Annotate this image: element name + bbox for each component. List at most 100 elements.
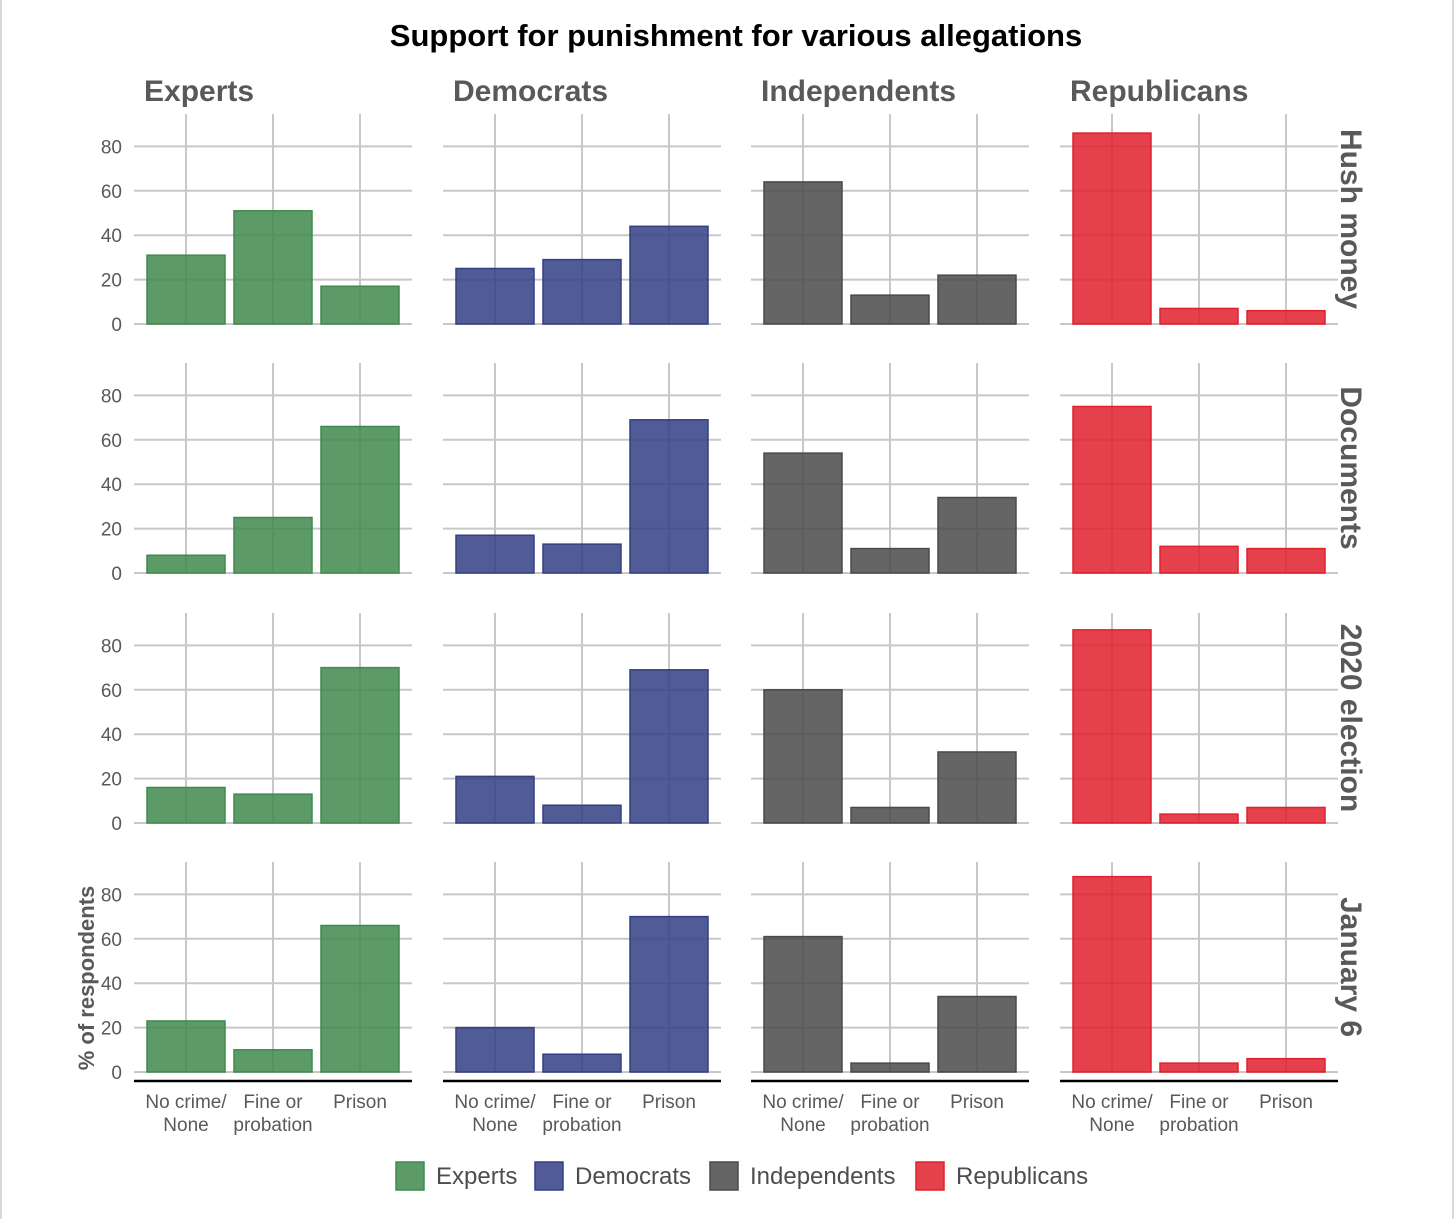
legend-item-democrats: Democrats (534, 1161, 691, 1191)
bar-independents-documents-prison (937, 496, 1017, 574)
bar-democrats-2020-election-fine-or-probation (542, 804, 622, 824)
bar-independents-hush-money-no-crime-none (763, 181, 843, 325)
legend-label: Democrats (575, 1163, 691, 1190)
legend-label: Independents (750, 1163, 895, 1190)
bar-experts-january-6-prison (320, 924, 400, 1073)
column-header-republicans: Republicans (1070, 75, 1248, 108)
bar-experts-hush-money-prison (320, 285, 400, 325)
bar-experts-2020-election-fine-or-probation (233, 793, 313, 824)
bar-experts-documents-no-crime-none (146, 554, 226, 574)
legend-label: Experts (436, 1163, 517, 1190)
panel-democrats-2020-election (443, 613, 721, 824)
y-tick-label: 40 (101, 226, 122, 247)
bar-experts-hush-money-no-crime-none (146, 254, 226, 325)
bar-independents-2020-election-fine-or-probation (850, 806, 930, 824)
bar-experts-hush-money-fine-or-probation (233, 210, 313, 325)
bar-republicans-january-6-prison (1246, 1057, 1326, 1073)
y-tick-label: 0 (111, 814, 122, 835)
panel-independents-2020-election (751, 613, 1029, 824)
bar-republicans-january-6-fine-or-probation (1159, 1062, 1239, 1073)
x-tick-label: Fine or probation (233, 1092, 312, 1136)
bar-democrats-hush-money-prison (629, 225, 709, 325)
x-tick-label: Prison (950, 1092, 1004, 1113)
bar-experts-january-6-fine-or-probation (233, 1049, 313, 1073)
panel-experts-2020-election: 0 20 40 60 80 (101, 613, 412, 835)
legend-label: Republicans (956, 1163, 1088, 1190)
bar-democrats-2020-election-no-crime-none (455, 775, 535, 824)
legend-item-republicans: Republicans (915, 1161, 1088, 1191)
panel-republicans-2020-election (1060, 613, 1338, 824)
x-tick-label: Prison (1259, 1092, 1313, 1113)
y-tick-label: 40 (101, 974, 122, 995)
column-header-independents: Independents (761, 75, 956, 108)
bar-democrats-january-6-fine-or-probation (542, 1053, 622, 1073)
row-header-2020-election: 2020 election (1334, 624, 1367, 812)
row-header-documents: Documents (1334, 386, 1367, 549)
panel-independents-hush-money (751, 114, 1029, 325)
bar-independents-2020-election-no-crime-none (763, 689, 843, 824)
bar-democrats-documents-no-crime-none (455, 534, 535, 574)
y-tick-label: 20 (101, 1019, 122, 1040)
bar-republicans-january-6-no-crime-none (1072, 875, 1152, 1073)
bar-independents-hush-money-fine-or-probation (850, 294, 930, 325)
bar-republicans-hush-money-no-crime-none (1072, 132, 1152, 325)
bar-experts-2020-election-prison (320, 666, 400, 824)
bar-democrats-january-6-no-crime-none (455, 1026, 535, 1073)
y-tick-label: 60 (101, 431, 122, 452)
bar-democrats-2020-election-prison (629, 669, 709, 824)
panel-republicans-documents (1060, 363, 1338, 574)
row-header-hush-money: Hush money (1334, 129, 1367, 309)
bar-experts-january-6-no-crime-none (146, 1020, 226, 1073)
legend-item-independents: Independents (709, 1161, 895, 1191)
x-tick-label: Prison (642, 1092, 696, 1113)
bar-democrats-documents-prison (629, 419, 709, 574)
y-tick-label: 20 (101, 520, 122, 541)
y-tick-label: 80 (101, 885, 122, 906)
panel-democrats-hush-money (443, 114, 721, 325)
bar-democrats-january-6-prison (629, 915, 709, 1073)
y-tick-label: 40 (101, 475, 122, 496)
bar-republicans-2020-election-prison (1246, 806, 1326, 824)
x-tick-label: Fine or probation (850, 1092, 929, 1136)
bar-republicans-2020-election-no-crime-none (1072, 629, 1152, 824)
bar-democrats-documents-fine-or-probation (542, 543, 622, 574)
column-header-democrats: Democrats (453, 75, 608, 108)
y-tick-label: 0 (111, 564, 122, 585)
x-tick-label: No crime/None (454, 1092, 536, 1136)
panel-democrats-documents (443, 363, 721, 574)
row-header-january-6: January 6 (1334, 897, 1367, 1037)
bar-republicans-hush-money-fine-or-probation (1159, 307, 1239, 325)
bar-democrats-hush-money-no-crime-none (455, 267, 535, 325)
legend-swatch (915, 1161, 945, 1191)
y-tick-label: 60 (101, 681, 122, 702)
bar-independents-2020-election-prison (937, 751, 1017, 824)
x-tick-label: Fine or probation (1159, 1092, 1238, 1136)
panel-experts-hush-money: 0 20 40 60 80 (101, 114, 412, 336)
y-axis-label: % of respondents (74, 886, 99, 1071)
bar-republicans-hush-money-prison (1246, 309, 1326, 325)
bar-independents-hush-money-prison (937, 274, 1017, 325)
y-tick-label: 80 (101, 636, 122, 657)
x-tick-label: Prison (333, 1092, 387, 1113)
chart-title: Support for punishment for various alleg… (390, 18, 1082, 53)
legend-swatch (534, 1161, 564, 1191)
legend: Experts Democrats Independents Republicans (395, 1161, 1088, 1191)
y-tick-label: 20 (101, 271, 122, 292)
y-tick-label: 0 (111, 1063, 122, 1084)
bar-experts-documents-prison (320, 425, 400, 574)
legend-item-experts: Experts (395, 1161, 517, 1191)
y-tick-label: 80 (101, 386, 122, 407)
bar-republicans-2020-election-fine-or-probation (1159, 813, 1239, 824)
bar-republicans-documents-no-crime-none (1072, 405, 1152, 574)
panel-experts-documents: 0 20 40 60 80 (101, 363, 412, 585)
y-tick-label: 80 (101, 137, 122, 158)
legend-swatch (709, 1161, 739, 1191)
x-tick-label: No crime/None (145, 1092, 227, 1136)
bar-experts-2020-election-no-crime-none (146, 786, 226, 824)
